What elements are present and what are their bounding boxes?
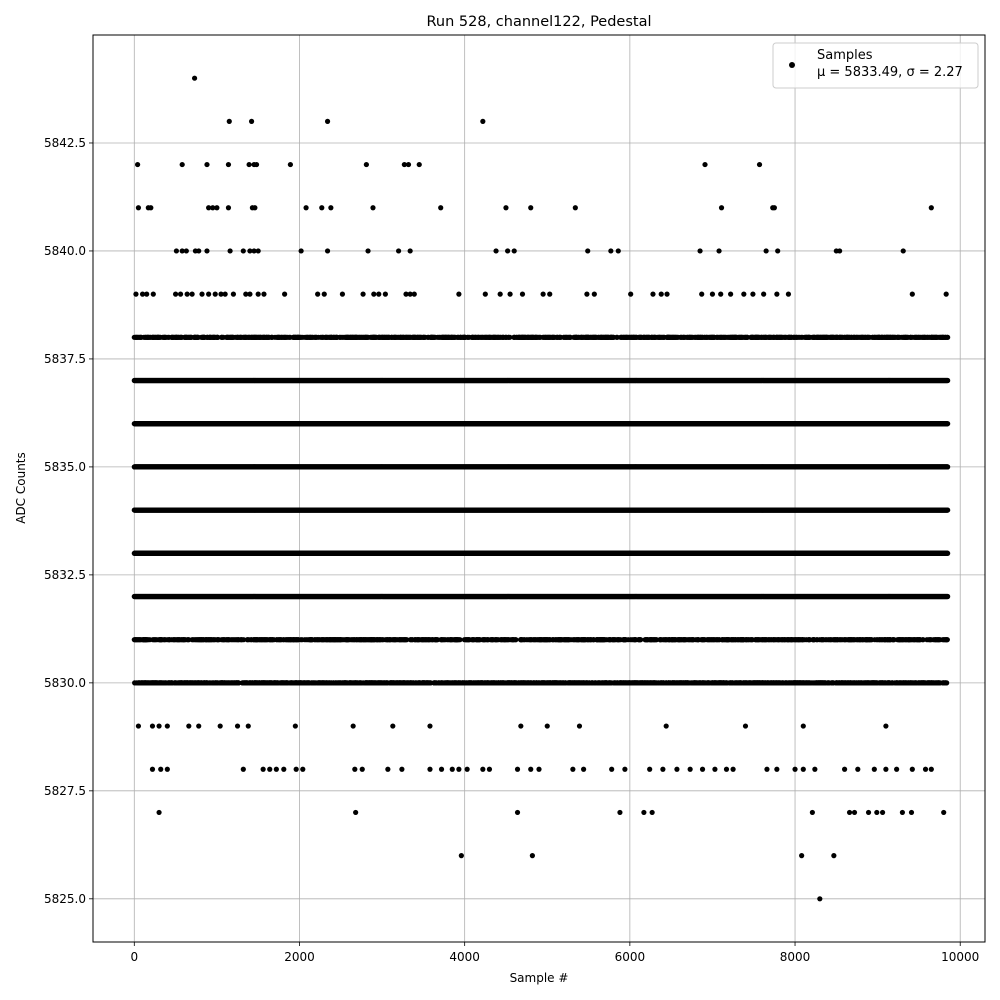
data-points	[131, 75, 951, 902]
data-point	[944, 637, 950, 643]
data-point	[945, 593, 951, 600]
data-point	[236, 680, 242, 686]
plot-background	[93, 35, 985, 942]
data-point	[513, 637, 519, 643]
data-point	[944, 680, 950, 686]
